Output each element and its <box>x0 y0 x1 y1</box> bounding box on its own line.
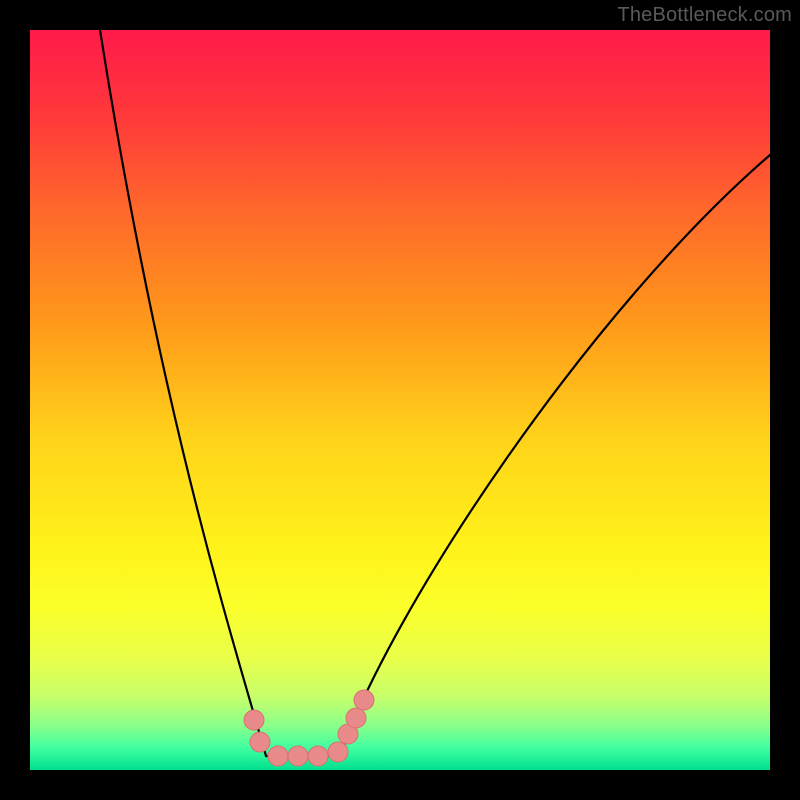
data-marker <box>346 708 366 728</box>
chart-svg <box>30 30 770 770</box>
data-marker <box>328 742 348 762</box>
data-marker <box>244 710 264 730</box>
data-marker <box>250 732 270 752</box>
data-marker <box>268 746 288 766</box>
watermark-text: TheBottleneck.com <box>617 4 792 27</box>
data-marker <box>288 746 308 766</box>
gradient-background <box>30 30 770 770</box>
data-marker <box>308 746 328 766</box>
data-marker <box>354 690 374 710</box>
plot-area <box>30 30 770 770</box>
